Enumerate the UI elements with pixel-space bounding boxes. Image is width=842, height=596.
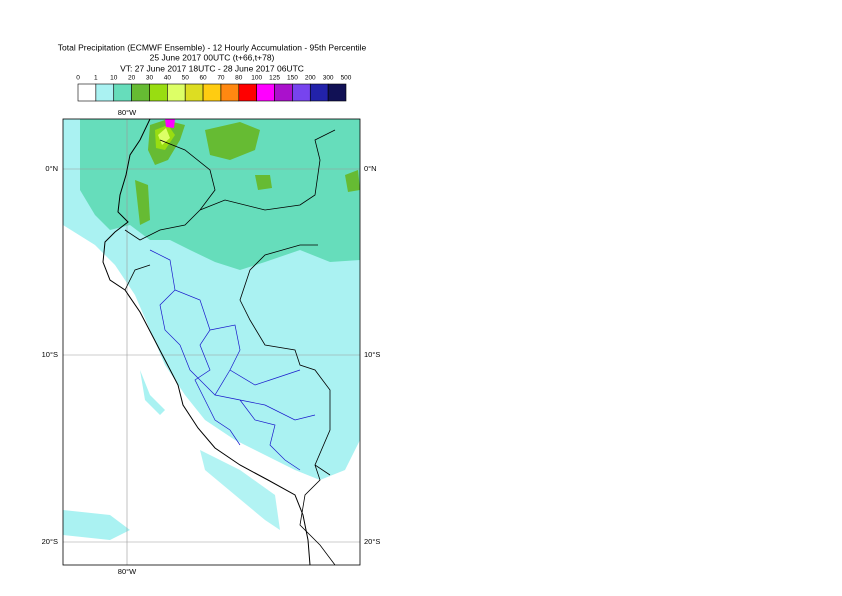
legend-label: 70: [217, 75, 225, 82]
legend-label: 125: [269, 75, 280, 82]
lat-label: 10°S: [364, 350, 380, 359]
legend-label: 100: [251, 75, 262, 82]
legend-label: 20: [128, 75, 136, 82]
precip-area: [165, 119, 175, 128]
legend-swatch: [327, 83, 347, 102]
precip-area: [63, 510, 130, 540]
legend-swatch: [309, 83, 329, 102]
legend-label: 10: [110, 75, 118, 82]
legend-label: 60: [199, 75, 207, 82]
legend-label: 300: [323, 75, 334, 82]
map-frame: [62, 118, 361, 566]
legend-label: 80: [235, 75, 243, 82]
title-line: 25 June 2017 00UTC (t+66,t+78): [150, 52, 275, 62]
legend-label: 0: [76, 75, 80, 82]
legend-swatch: [95, 83, 115, 102]
precip-area: [205, 122, 260, 160]
title-line: Total Precipitation (ECMWF Ensemble) - 1…: [58, 42, 367, 52]
coastline: [102, 119, 311, 565]
legend-swatch: [292, 83, 311, 102]
legend-label: 30: [146, 75, 154, 82]
lat-label: 10°S: [42, 350, 58, 359]
legend-swatch: [238, 83, 257, 102]
lat-label: 0°N: [364, 164, 377, 173]
legend-label: 50: [182, 75, 190, 82]
lat-label: 0°N: [45, 164, 58, 173]
legend-swatch: [167, 83, 186, 102]
title-line: VT: 27 June 2017 18UTC - 28 June 2017 06…: [120, 63, 304, 73]
precip-area: [345, 170, 360, 192]
legend-swatch: [77, 83, 97, 102]
precip-area: [255, 175, 272, 190]
legend-swatch: [131, 83, 150, 102]
precip-area: [80, 119, 360, 270]
map: [63, 119, 360, 565]
legend-label: 1: [94, 75, 98, 82]
border: [124, 129, 336, 565]
lat-label: 20°S: [42, 537, 58, 546]
precip-area: [140, 370, 165, 415]
legend-swatch: [184, 83, 204, 102]
legend-swatch: [149, 83, 168, 102]
lat-label: 20°S: [364, 537, 380, 546]
lon-label: 80°W: [118, 567, 137, 576]
border: [149, 249, 316, 471]
precip-area: [135, 180, 150, 225]
precip-area: [200, 450, 280, 530]
lon-label: 80°W: [118, 108, 137, 117]
legend-label: 150: [287, 75, 298, 82]
legend-swatch: [202, 83, 222, 102]
legend-swatch: [256, 83, 275, 102]
legend-swatch: [274, 83, 293, 102]
legend-swatch: [220, 83, 240, 102]
legend-label: 40: [164, 75, 172, 82]
legend-label: 500: [341, 75, 352, 82]
legend-label: 200: [305, 75, 316, 82]
legend: 0 1 10 20 30 40 50 60 70 80 100 125 150 200 300 500: [76, 75, 352, 102]
legend-swatch: [113, 83, 132, 102]
